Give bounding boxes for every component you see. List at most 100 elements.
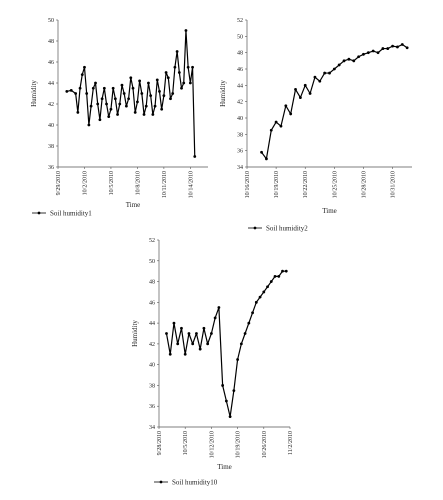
data-point (247, 321, 251, 325)
x-axis-title-1: Time (126, 201, 141, 209)
data-point (136, 100, 139, 104)
y-ticks-3: 34 36 38 40 42 44 46 48 50 52 (149, 238, 159, 431)
data-point (298, 96, 302, 99)
x-tick-label: 10/19/2010 (274, 171, 280, 198)
data-point (262, 290, 266, 294)
x-ticks-3: 9/28/2010 10/5/2010 10/12/2010 10/19/2010 10… (157, 427, 294, 458)
data-point (400, 43, 404, 46)
legend-label-3: Soil humidity10 (172, 479, 218, 487)
x-tick-label: 10/12/2010 (209, 431, 215, 458)
data-point (213, 316, 217, 320)
y-tick-label: 34 (149, 425, 155, 431)
data-point (149, 94, 153, 97)
data-point (206, 342, 210, 346)
data-point (147, 81, 150, 85)
x-tick-label: 11/2/2010 (288, 431, 294, 455)
data-point (284, 104, 288, 108)
x-tick-label: 10/31/2010 (391, 171, 397, 198)
data-point (243, 332, 247, 335)
data-point (357, 55, 361, 59)
chart-soil-humidity10: 34 36 38 40 42 44 46 48 50 52 9/28/2010 10/5/2010 1… (131, 238, 294, 487)
legend-label-2: Soil humidity2 (266, 225, 308, 233)
y-tick-label: 36 (237, 149, 243, 155)
data-point (202, 326, 206, 330)
data-point (396, 45, 399, 49)
y-tick-label: 50 (237, 34, 243, 40)
chart-soil-humidity1: 36 38 40 42 44 46 48 50 9/29/2010 10/2/2010 10/5/… (30, 18, 208, 218)
data-point (232, 389, 236, 393)
data-point (274, 120, 278, 124)
data-point (184, 29, 188, 32)
data-point (328, 71, 331, 75)
data-point (175, 50, 179, 53)
data-point (96, 102, 100, 106)
data-point (124, 104, 128, 108)
data-point (281, 269, 284, 273)
data-point (153, 104, 157, 108)
data-point (279, 124, 283, 128)
legend-label-1: Soil humidity1 (50, 210, 92, 218)
data-point (100, 97, 104, 101)
x-tick-label: 10/25/2010 (332, 171, 338, 198)
y-tick-label: 46 (237, 67, 243, 73)
data-point (91, 86, 95, 90)
data-point (362, 52, 365, 56)
data-point (188, 81, 192, 85)
data-point (140, 92, 144, 95)
x-tick-label: 10/16/2010 (245, 171, 251, 198)
chart-soil-humidity2: 34 36 38 40 42 44 46 48 50 52 10/16/2010 10/19/201… (219, 18, 412, 233)
legend-marker-2 (253, 226, 257, 230)
data-point (347, 57, 351, 61)
data-point (308, 92, 312, 95)
series-line (261, 43, 408, 160)
data-point (371, 49, 375, 53)
data-point (76, 111, 80, 114)
data-point (186, 65, 190, 69)
data-point (122, 92, 126, 95)
y-tick-label: 40 (149, 363, 155, 369)
data-point (155, 78, 159, 82)
data-point (65, 90, 69, 93)
data-point (254, 300, 258, 304)
data-point (98, 118, 102, 122)
data-point (172, 321, 176, 325)
data-point (217, 306, 221, 309)
x-tick-label: 10/14/2010 (188, 171, 194, 198)
data-point (180, 326, 183, 330)
data-point (366, 51, 370, 55)
data-point (74, 92, 78, 95)
data-point (160, 107, 164, 111)
data-point (158, 90, 161, 93)
data-point (198, 347, 202, 351)
legend-marker-3 (159, 480, 163, 484)
data-point (120, 83, 124, 87)
data-point (78, 86, 82, 90)
data-point (176, 342, 180, 346)
data-point (381, 47, 385, 50)
data-point (187, 332, 191, 335)
y-tick-label: 42 (48, 102, 54, 108)
y-axis-title-3: Humidity (131, 320, 139, 347)
y-axis-title-1: Humidity (30, 80, 38, 107)
y-tick-label: 36 (149, 404, 155, 410)
y-tick-label: 48 (237, 51, 243, 57)
y-tick-label: 38 (237, 132, 243, 138)
data-point (376, 51, 380, 55)
y-tick-label: 52 (149, 238, 155, 244)
data-point (228, 415, 232, 419)
legend-marker-1 (37, 211, 41, 215)
series-1 (65, 29, 197, 158)
data-point (87, 123, 91, 127)
x-tick-label: 9/29/2010 (56, 171, 62, 195)
data-point (168, 352, 172, 356)
x-tick-label: 10/26/2010 (262, 431, 268, 458)
y-tick-label: 44 (237, 83, 243, 89)
data-point (352, 59, 356, 63)
x-axis-title-2: Time (322, 207, 337, 215)
y-tick-label: 48 (149, 280, 155, 286)
data-point (144, 104, 148, 108)
data-point (116, 113, 119, 116)
data-point (138, 79, 142, 83)
data-point (251, 311, 254, 315)
